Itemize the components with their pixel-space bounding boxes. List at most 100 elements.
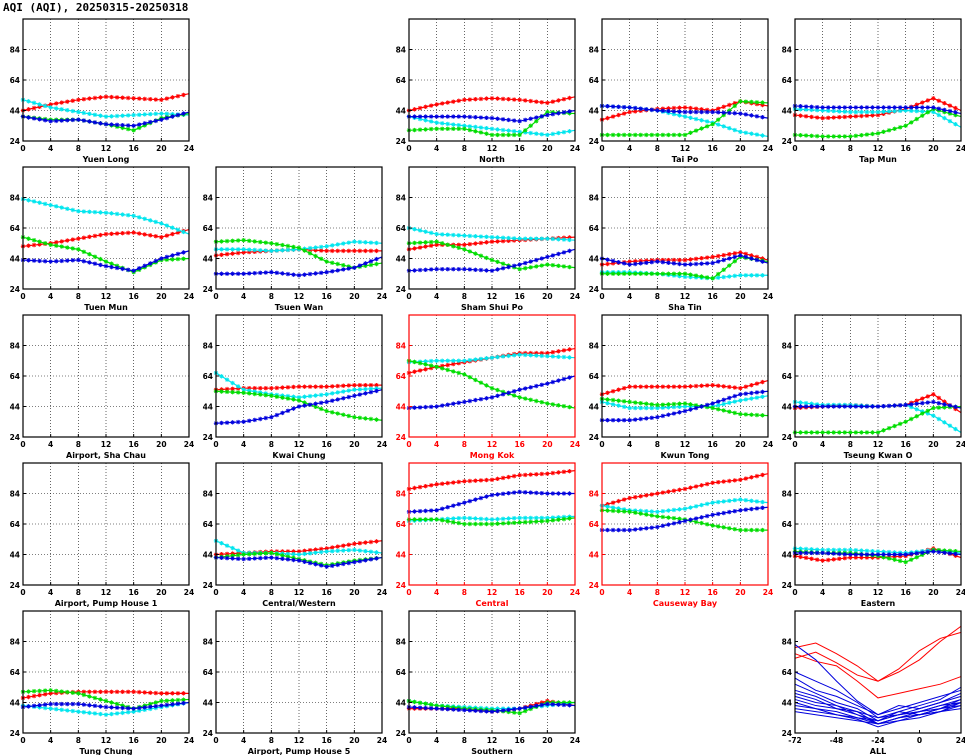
x-tick-label: 4: [241, 588, 246, 597]
data-point-green: [633, 510, 638, 515]
data-point-red: [517, 473, 522, 478]
data-point-green: [495, 132, 500, 138]
data-point-red: [417, 484, 423, 490]
data-point-cyan: [81, 110, 87, 116]
data-point-blue: [280, 410, 285, 416]
data-point-red: [330, 384, 335, 389]
data-point-red: [738, 250, 743, 255]
y-tick-label: 84: [396, 638, 406, 647]
data-point-green: [953, 548, 958, 554]
data-point-red: [335, 248, 340, 254]
data-point-blue: [440, 506, 445, 511]
data-point-red: [798, 554, 803, 560]
data-point-blue: [87, 703, 92, 708]
data-point-blue: [539, 490, 544, 496]
y-tick-label: 84: [396, 194, 406, 203]
data-point-blue: [567, 109, 572, 114]
data-point-blue: [610, 258, 616, 264]
data-point-blue: [164, 702, 170, 708]
data-point-green: [633, 400, 638, 405]
data-point-cyan: [42, 201, 48, 207]
data-point-blue: [534, 383, 539, 389]
data-point-green: [721, 525, 726, 530]
data-point-cyan: [318, 244, 324, 250]
data-point-red: [627, 109, 632, 115]
data-point-green: [42, 688, 48, 693]
data-point-cyan: [335, 390, 340, 395]
data-point-blue: [610, 527, 616, 533]
data-point-green: [517, 520, 522, 525]
data-point-blue: [814, 104, 820, 110]
data-point-green: [500, 389, 506, 395]
data-point-green: [517, 132, 522, 138]
data-point-red: [605, 261, 610, 267]
data-point-red: [511, 97, 517, 102]
data-point-red: [280, 385, 285, 390]
data-point-cyan: [710, 500, 715, 505]
x-tick-label: 4: [48, 440, 53, 449]
data-point-cyan: [428, 358, 434, 364]
data-point-blue: [814, 550, 820, 556]
data-point-blue: [70, 701, 75, 707]
data-point-blue: [37, 117, 42, 122]
data-point-green: [434, 239, 439, 244]
data-point-green: [76, 247, 81, 252]
data-point-cyan: [70, 207, 75, 213]
data-point-blue: [296, 404, 302, 409]
data-point-cyan: [324, 244, 329, 249]
data-point-blue: [716, 399, 721, 404]
data-point-blue: [760, 389, 765, 395]
data-point-cyan: [98, 113, 103, 118]
data-point-red: [539, 100, 544, 105]
data-point-blue: [489, 709, 495, 714]
data-point-cyan: [148, 218, 153, 223]
data-point-cyan: [567, 355, 572, 360]
data-point-green: [462, 126, 467, 131]
x-tick-label: 20: [928, 588, 938, 597]
data-point-cyan: [31, 100, 37, 106]
data-point-red: [616, 498, 621, 504]
data-point-blue: [473, 397, 478, 403]
data-point-blue: [649, 415, 654, 420]
data-point-green: [478, 521, 484, 527]
data-point-cyan: [947, 423, 953, 428]
data-point-green: [500, 521, 506, 526]
data-point-blue: [610, 418, 616, 423]
data-point-cyan: [511, 353, 517, 358]
station-label: Airport, Pump House 1: [55, 599, 158, 608]
data-point-green: [749, 527, 754, 533]
data-point-blue: [704, 402, 710, 408]
y-tick-label: 44: [782, 551, 792, 560]
data-point-cyan: [754, 273, 760, 278]
data-point-blue: [732, 393, 737, 399]
data-point-green: [296, 398, 302, 403]
data-point-green: [920, 113, 925, 118]
x-tick-label: 16: [900, 144, 910, 153]
x-tick-label: 24: [377, 440, 387, 449]
data-point-blue: [523, 117, 528, 123]
data-point-blue: [285, 271, 291, 277]
data-point-cyan: [489, 355, 495, 360]
data-point-red: [803, 555, 809, 561]
data-point-blue: [881, 552, 886, 557]
data-point-green: [704, 275, 710, 280]
data-point-red: [677, 384, 682, 389]
data-point-red: [484, 96, 489, 101]
x-tick-label: 16: [514, 144, 524, 153]
data-point-cyan: [875, 549, 881, 554]
data-point-cyan: [721, 274, 726, 280]
data-point-cyan: [484, 356, 489, 361]
data-point-blue: [567, 248, 572, 254]
data-point-red: [914, 398, 919, 403]
data-point-green: [175, 697, 181, 703]
data-point-green: [942, 405, 947, 410]
data-point-red: [699, 383, 704, 388]
data-point-red: [671, 384, 677, 389]
data-point-blue: [451, 503, 456, 508]
data-point-blue: [428, 267, 434, 272]
data-point-cyan: [120, 710, 125, 716]
data-point-cyan: [76, 209, 81, 214]
data-point-blue: [423, 267, 428, 272]
data-point-green: [374, 417, 379, 422]
y-tick-label: 44: [396, 551, 406, 560]
